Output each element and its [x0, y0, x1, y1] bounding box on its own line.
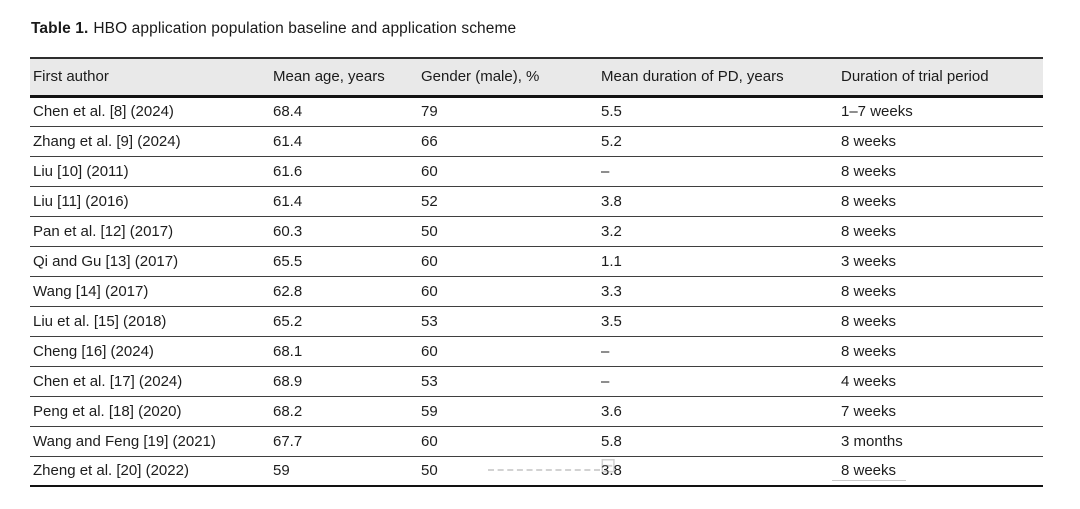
- table-cell: 62.8: [270, 276, 418, 307]
- table-cell: 61.4: [270, 186, 418, 217]
- table-cell: 4 weeks: [838, 366, 1043, 397]
- table-row: Qi and Gu [13] (2017) 65.5 60 1.1 3 weeks: [30, 246, 1043, 277]
- table-row: Pan et al. [12] (2017) 60.3 50 3.2 8 weeks: [30, 216, 1043, 247]
- table-cell: Qi and Gu [13] (2017): [30, 246, 270, 277]
- table-cell: 3 months: [838, 426, 1043, 457]
- table-cell: Wang and Feng [19] (2021): [30, 426, 270, 457]
- table-row: Zhang et al. [9] (2024) 61.4 66 5.2 8 weeks: [30, 126, 1043, 157]
- table-cell: 68.1: [270, 336, 418, 367]
- column-header-pd-duration: Mean duration of PD, years: [598, 57, 838, 98]
- table-cell: Zhang et al. [9] (2024): [30, 126, 270, 157]
- column-header-mean-age: Mean age, years: [270, 57, 418, 98]
- table-cell: 52: [418, 186, 598, 217]
- table-cell: 68.4: [270, 96, 418, 127]
- table-cell: Zheng et al. [20] (2022): [30, 456, 270, 487]
- table-cell: 3 weeks: [838, 246, 1043, 277]
- table-cell: 65.5: [270, 246, 418, 277]
- table-caption-label: Table 1.: [31, 20, 89, 37]
- table-cell: 7 weeks: [838, 396, 1043, 427]
- table-cell: 67.7: [270, 426, 418, 457]
- table-cell: Cheng [16] (2024): [30, 336, 270, 367]
- table-cell: 8 weeks: [838, 456, 1043, 487]
- table-cell: 3.2: [598, 216, 838, 247]
- table-cell: –: [598, 336, 838, 367]
- column-header-first-author: First author: [30, 57, 270, 98]
- table-row: Peng et al. [18] (2020) 68.2 59 3.6 7 weeks: [30, 396, 1043, 427]
- table-cell: 8 weeks: [838, 186, 1043, 217]
- table-cell: 53: [418, 306, 598, 337]
- column-header-trial-period: Duration of trial period: [838, 57, 1043, 98]
- table-cell: Liu et al. [15] (2018): [30, 306, 270, 337]
- table-row: Liu [11] (2016) 61.4 52 3.8 8 weeks: [30, 186, 1043, 217]
- table-row: Wang [14] (2017) 62.8 60 3.3 8 weeks: [30, 276, 1043, 307]
- table-cell: 5.2: [598, 126, 838, 157]
- table-cell: 66: [418, 126, 598, 157]
- table-header: First author Mean age, years Gender (mal…: [30, 57, 1043, 98]
- table-cell: 8 weeks: [838, 336, 1043, 367]
- table-cell: Pan et al. [12] (2017): [30, 216, 270, 247]
- table-row: Zheng et al. [20] (2022) 59 50 3.8 8 weeks: [30, 456, 1043, 487]
- table-cell: 61.6: [270, 156, 418, 187]
- table-row: Chen et al. [8] (2024) 68.4 79 5.5 1–7 weeks: [30, 96, 1043, 127]
- table-header-row: First author Mean age, years Gender (mal…: [30, 57, 1043, 98]
- table-cell: 60: [418, 426, 598, 457]
- table-cell: 59: [270, 456, 418, 487]
- table-caption: Table 1. HBO application population basel…: [31, 20, 516, 38]
- table-cell: 68.2: [270, 396, 418, 427]
- data-table: First author Mean age, years Gender (mal…: [30, 57, 1043, 487]
- table-cell: 8 weeks: [838, 156, 1043, 187]
- table-cell: 50: [418, 456, 598, 487]
- table-body: Chen et al. [8] (2024) 68.4 79 5.5 1–7 weeks…: [30, 96, 1043, 487]
- column-header-gender: Gender (male), %: [418, 57, 598, 98]
- table-cell: Chen et al. [17] (2024): [30, 366, 270, 397]
- table-row: Wang and Feng [19] (2021) 67.7 60 5.8 3 mont…: [30, 426, 1043, 457]
- table-cell: 53: [418, 366, 598, 397]
- table-cell: 5.5: [598, 96, 838, 127]
- table-cell: 60: [418, 246, 598, 277]
- table-cell: 60: [418, 336, 598, 367]
- table-cell: 1–7 weeks: [838, 96, 1043, 127]
- table-cell: 65.2: [270, 306, 418, 337]
- table-cell: –: [598, 366, 838, 397]
- table-cell: Wang [14] (2017): [30, 276, 270, 307]
- table-cell: Chen et al. [8] (2024): [30, 96, 270, 127]
- table-cell: –: [598, 156, 838, 187]
- table-cell: 3.3: [598, 276, 838, 307]
- table-cell: 60.3: [270, 216, 418, 247]
- table-cell: 59: [418, 396, 598, 427]
- table-cell: 8 weeks: [838, 276, 1043, 307]
- table-row: Cheng [16] (2024) 68.1 60–8 weeks: [30, 336, 1043, 367]
- table-cell: 50: [418, 216, 598, 247]
- table-cell: 5.8: [598, 426, 838, 457]
- table-cell: 8 weeks: [838, 306, 1043, 337]
- table-cell: 3.6: [598, 396, 838, 427]
- table-cell: 61.4: [270, 126, 418, 157]
- table-row: Chen et al. [17] (2024) 68.9 53–4 weeks: [30, 366, 1043, 397]
- table-caption-text: HBO application population baseline and …: [93, 20, 517, 37]
- table-cell: 68.9: [270, 366, 418, 397]
- table-cell: Liu [11] (2016): [30, 186, 270, 217]
- table-row: Liu et al. [15] (2018) 65.2 53 3.5 8 weeks: [30, 306, 1043, 337]
- table-cell: Liu [10] (2011): [30, 156, 270, 187]
- table-cell: 60: [418, 156, 598, 187]
- table-cell: 3.5: [598, 306, 838, 337]
- table-cell: 79: [418, 96, 598, 127]
- table-cell: 8 weeks: [838, 126, 1043, 157]
- table-cell: 3.8: [598, 456, 838, 487]
- table-row: Liu [10] (2011) 61.6 60–8 weeks: [30, 156, 1043, 187]
- table-cell: Peng et al. [18] (2020): [30, 396, 270, 427]
- table-cell: 3.8: [598, 186, 838, 217]
- table-cell: 1.1: [598, 246, 838, 277]
- table-cell: 60: [418, 276, 598, 307]
- table-cell: 8 weeks: [838, 216, 1043, 247]
